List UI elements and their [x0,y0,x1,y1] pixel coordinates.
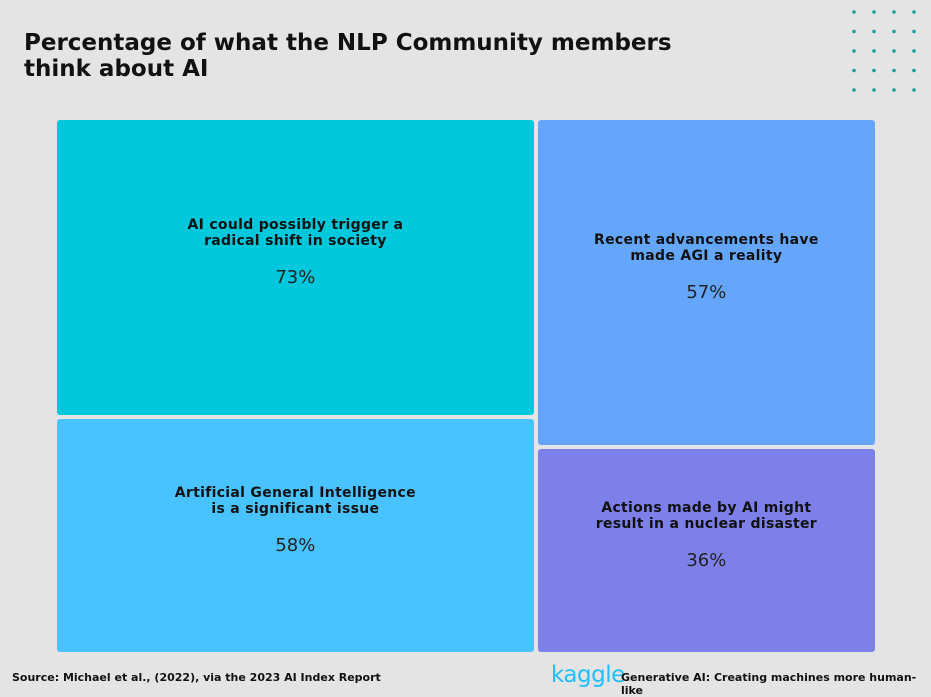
tile-label-line: AI could possibly trigger a [187,216,404,233]
treemap-tile: AI could possibly trigger a radical shift… [57,120,534,415]
tile-label: Artificial General Intelligence is a sign… [175,485,416,517]
tile-label-line: Actions made by AI might [601,499,812,516]
tile-label-line: Artificial General Intelligence [174,484,416,501]
title-line-2: think about AI [24,56,209,82]
tile-value-label: 36% [686,549,727,571]
tile-value-label: 58% [275,534,316,556]
tile-label: Actions made by AI might result in a nucl… [596,500,817,532]
treemap-tile: Recent advancements have made AGI a reali… [537,120,875,445]
tile-label-line: Recent advancements have [594,231,819,248]
tile-value-label: 73% [275,266,316,288]
chart-title: Percentage of what the NLP Community mem… [24,30,724,82]
tile-label-line: is a significant issue [211,500,380,517]
kaggle-logo: kaggle [551,662,625,688]
treemap-tile: Artificial General Intelligence is a sign… [57,418,534,652]
tile-label-line: radical shift in society [204,232,387,249]
decorative-dot-grid-icon [852,10,916,92]
tile-label: AI could possibly trigger a radical shift… [188,217,404,249]
tile-label: Recent advancements have made AGI a reali… [594,232,819,264]
tile-value-label: 57% [686,281,727,303]
brand-tagline: Generative AI: Creating machines more hu… [621,671,917,697]
source-note: Source: Michael et al., (2022), via the … [12,671,381,684]
title-line-1: Percentage of what the NLP Community mem… [24,30,672,56]
tile-label-line: result in a nuclear disaster [595,515,817,532]
treemap-tile: Actions made by AI might result in a nucl… [537,448,875,652]
tile-label-line: made AGI a reality [630,247,783,264]
